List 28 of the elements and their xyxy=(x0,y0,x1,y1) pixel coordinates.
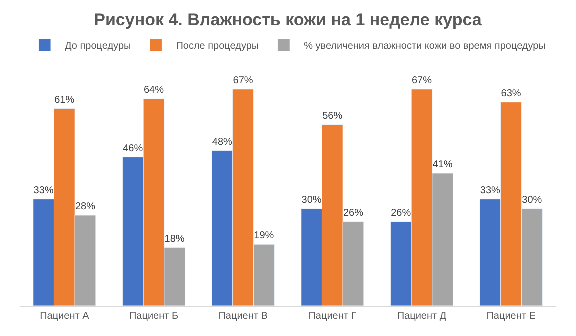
x-tick-label: Пациент Б xyxy=(129,311,179,322)
data-label: 33% xyxy=(34,185,54,196)
data-label: 56% xyxy=(322,110,343,122)
chart-title: Рисунок 4. Влажность кожи на 1 неделе курса xyxy=(94,10,482,30)
data-label: 30% xyxy=(522,195,542,206)
legend-label: % увеличения влажности кожи во время процедуры xyxy=(304,41,546,52)
x-tick-label: Пациент Е xyxy=(486,311,536,322)
data-label: 18% xyxy=(164,234,185,245)
data-label: 26% xyxy=(343,208,364,219)
data-label: 30% xyxy=(302,195,322,206)
data-label: 61% xyxy=(54,94,75,106)
data-label: 48% xyxy=(212,136,233,148)
data-label: 63% xyxy=(501,88,522,100)
x-tick-label: Пациент Г xyxy=(308,311,358,322)
data-label: 26% xyxy=(391,208,412,219)
data-label: 33% xyxy=(480,185,501,196)
legend-label: После процедуры xyxy=(176,41,260,52)
x-tick-label: Пациент В xyxy=(218,311,268,322)
data-label: 67% xyxy=(412,75,432,86)
data-label: 41% xyxy=(432,159,453,170)
data-label: 19% xyxy=(254,230,274,242)
x-tick-label: Пациент А xyxy=(40,311,90,322)
x-tick-label: Пациент Д xyxy=(397,311,447,322)
legend-label: До процедуры xyxy=(65,41,132,52)
data-label: 46% xyxy=(123,143,144,154)
data-label: 64% xyxy=(144,85,164,96)
data-label: 28% xyxy=(75,201,96,212)
data-label: 67% xyxy=(233,75,254,86)
